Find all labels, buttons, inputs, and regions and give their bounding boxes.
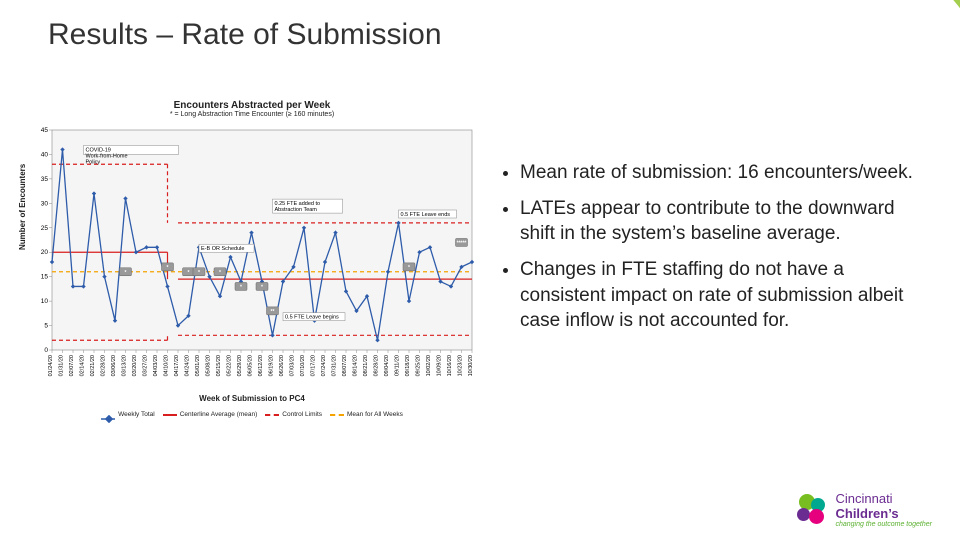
svg-text:10/09/20: 10/09/20	[437, 355, 443, 376]
svg-text:07/17/20: 07/17/20	[311, 355, 317, 376]
svg-text:*: *	[167, 265, 169, 271]
svg-text:0: 0	[44, 347, 48, 354]
svg-text:07/03/20: 07/03/20	[290, 355, 296, 376]
svg-text:03/13/20: 03/13/20	[122, 355, 128, 376]
svg-text:05/29/20: 05/29/20	[237, 355, 243, 376]
bullet-list: Mean rate of submission: 16 encounters/w…	[500, 160, 930, 344]
logo-name: Cincinnati	[835, 491, 892, 506]
svg-text:*: *	[188, 270, 190, 276]
svg-text:10/16/20: 10/16/20	[447, 355, 453, 376]
svg-text:10/30/20: 10/30/20	[468, 355, 474, 376]
svg-text:04/03/20: 04/03/20	[153, 355, 159, 376]
svg-text:08/28/20: 08/28/20	[374, 355, 380, 376]
legend-item: Mean for All Weeks	[330, 411, 403, 418]
logo-sub: Children’s	[835, 506, 898, 521]
svg-text:40: 40	[41, 151, 49, 158]
chart: Encounters Abstracted per Week * = Long …	[22, 100, 482, 418]
svg-text:**: **	[271, 309, 275, 315]
legend-item: Centerline Average (mean)	[163, 411, 258, 418]
svg-text:Abstraction Team: Abstraction Team	[275, 207, 318, 213]
svg-text:02/14/20: 02/14/20	[80, 355, 86, 376]
logo-icon	[797, 494, 829, 526]
svg-text:*****: *****	[457, 240, 467, 246]
svg-text:01/24/20: 01/24/20	[48, 355, 54, 376]
svg-text:07/24/20: 07/24/20	[321, 355, 327, 376]
svg-text:5: 5	[44, 323, 48, 330]
svg-text:03/20/20: 03/20/20	[132, 355, 138, 376]
svg-text:*: *	[408, 265, 410, 271]
svg-text:04/17/20: 04/17/20	[174, 355, 180, 376]
legend-item: Weekly Total	[101, 411, 155, 418]
svg-text:06/26/20: 06/26/20	[279, 355, 285, 376]
svg-text:02/28/20: 02/28/20	[101, 355, 107, 376]
slide: Results – Rate of Submission Encounters …	[0, 0, 960, 540]
svg-text:06/19/20: 06/19/20	[269, 355, 275, 376]
svg-text:*: *	[240, 284, 242, 290]
slide-title: Results – Rate of Submission	[48, 18, 442, 52]
svg-text:03/06/20: 03/06/20	[111, 355, 117, 376]
svg-text:08/14/20: 08/14/20	[353, 355, 359, 376]
bullet-item: LATEs appear to contribute to the downwa…	[520, 196, 930, 247]
svg-text:0.5 FTE Leave ends: 0.5 FTE Leave ends	[401, 212, 451, 218]
svg-text:02/07/20: 02/07/20	[69, 355, 75, 376]
svg-text:09/04/20: 09/04/20	[384, 355, 390, 376]
svg-text:03/27/20: 03/27/20	[143, 355, 149, 376]
svg-text:30: 30	[41, 200, 49, 207]
bullet-item: Changes in FTE staffing do not have a co…	[520, 257, 930, 334]
svg-text:08/07/20: 08/07/20	[342, 355, 348, 376]
svg-text:05/22/20: 05/22/20	[227, 355, 233, 376]
svg-text:*: *	[219, 270, 221, 276]
svg-text:*: *	[125, 270, 127, 276]
svg-text:01/31/20: 01/31/20	[59, 355, 65, 376]
svg-text:Policy: Policy	[86, 159, 101, 165]
svg-text:15: 15	[41, 274, 49, 281]
svg-text:09/25/20: 09/25/20	[416, 355, 422, 376]
chart-xlabel: Week of Submission to PC4	[22, 394, 482, 403]
svg-text:05/15/20: 05/15/20	[216, 355, 222, 376]
bullet-item: Mean rate of submission: 16 encounters/w…	[520, 160, 930, 186]
svg-text:10/23/20: 10/23/20	[458, 355, 464, 376]
svg-text:*: *	[198, 270, 200, 276]
svg-text:08/21/20: 08/21/20	[363, 355, 369, 376]
logo-tagline: changing the outcome together	[835, 521, 932, 528]
legend-item: Control Limits	[265, 411, 322, 418]
svg-text:09/11/20: 09/11/20	[395, 355, 401, 376]
chart-svg: 0 5 10 15 20 25 30 35 40 45 01/24/20 01/31/20 02/07/…	[22, 122, 482, 392]
svg-text:02/21/20: 02/21/20	[90, 355, 96, 376]
svg-text:07/10/20: 07/10/20	[300, 355, 306, 376]
logo: Cincinnati Children’s changing the outco…	[797, 491, 932, 528]
svg-text:*: *	[261, 284, 263, 290]
svg-text:09/18/20: 09/18/20	[405, 355, 411, 376]
svg-text:05/08/20: 05/08/20	[206, 355, 212, 376]
chart-subtitle: * = Long Abstraction Time Encounter (≥ 1…	[22, 111, 482, 118]
chart-legend: Weekly Total Centerline Average (mean) Con…	[22, 411, 482, 418]
svg-text:20: 20	[41, 249, 49, 256]
chart-ylabel: Number of Encounters	[18, 164, 27, 250]
svg-text:35: 35	[41, 176, 49, 183]
svg-text:10: 10	[41, 298, 49, 305]
svg-text:04/24/20: 04/24/20	[185, 355, 191, 376]
svg-text:06/05/20: 06/05/20	[248, 355, 254, 376]
svg-text:10/02/20: 10/02/20	[426, 355, 432, 376]
svg-text:07/31/20: 07/31/20	[332, 355, 338, 376]
svg-text:25: 25	[41, 225, 49, 232]
svg-text:0.5 FTE Leave begins: 0.5 FTE Leave begins	[285, 315, 339, 321]
svg-text:06/12/20: 06/12/20	[258, 355, 264, 376]
logo-text: Cincinnati Children’s	[835, 491, 932, 521]
svg-text:45: 45	[41, 127, 49, 134]
svg-text:04/10/20: 04/10/20	[164, 355, 170, 376]
svg-text:E-B OR Schedule: E-B OR Schedule	[201, 246, 244, 252]
chart-title: Encounters Abstracted per Week	[22, 100, 482, 111]
svg-text:05/01/20: 05/01/20	[195, 355, 201, 376]
